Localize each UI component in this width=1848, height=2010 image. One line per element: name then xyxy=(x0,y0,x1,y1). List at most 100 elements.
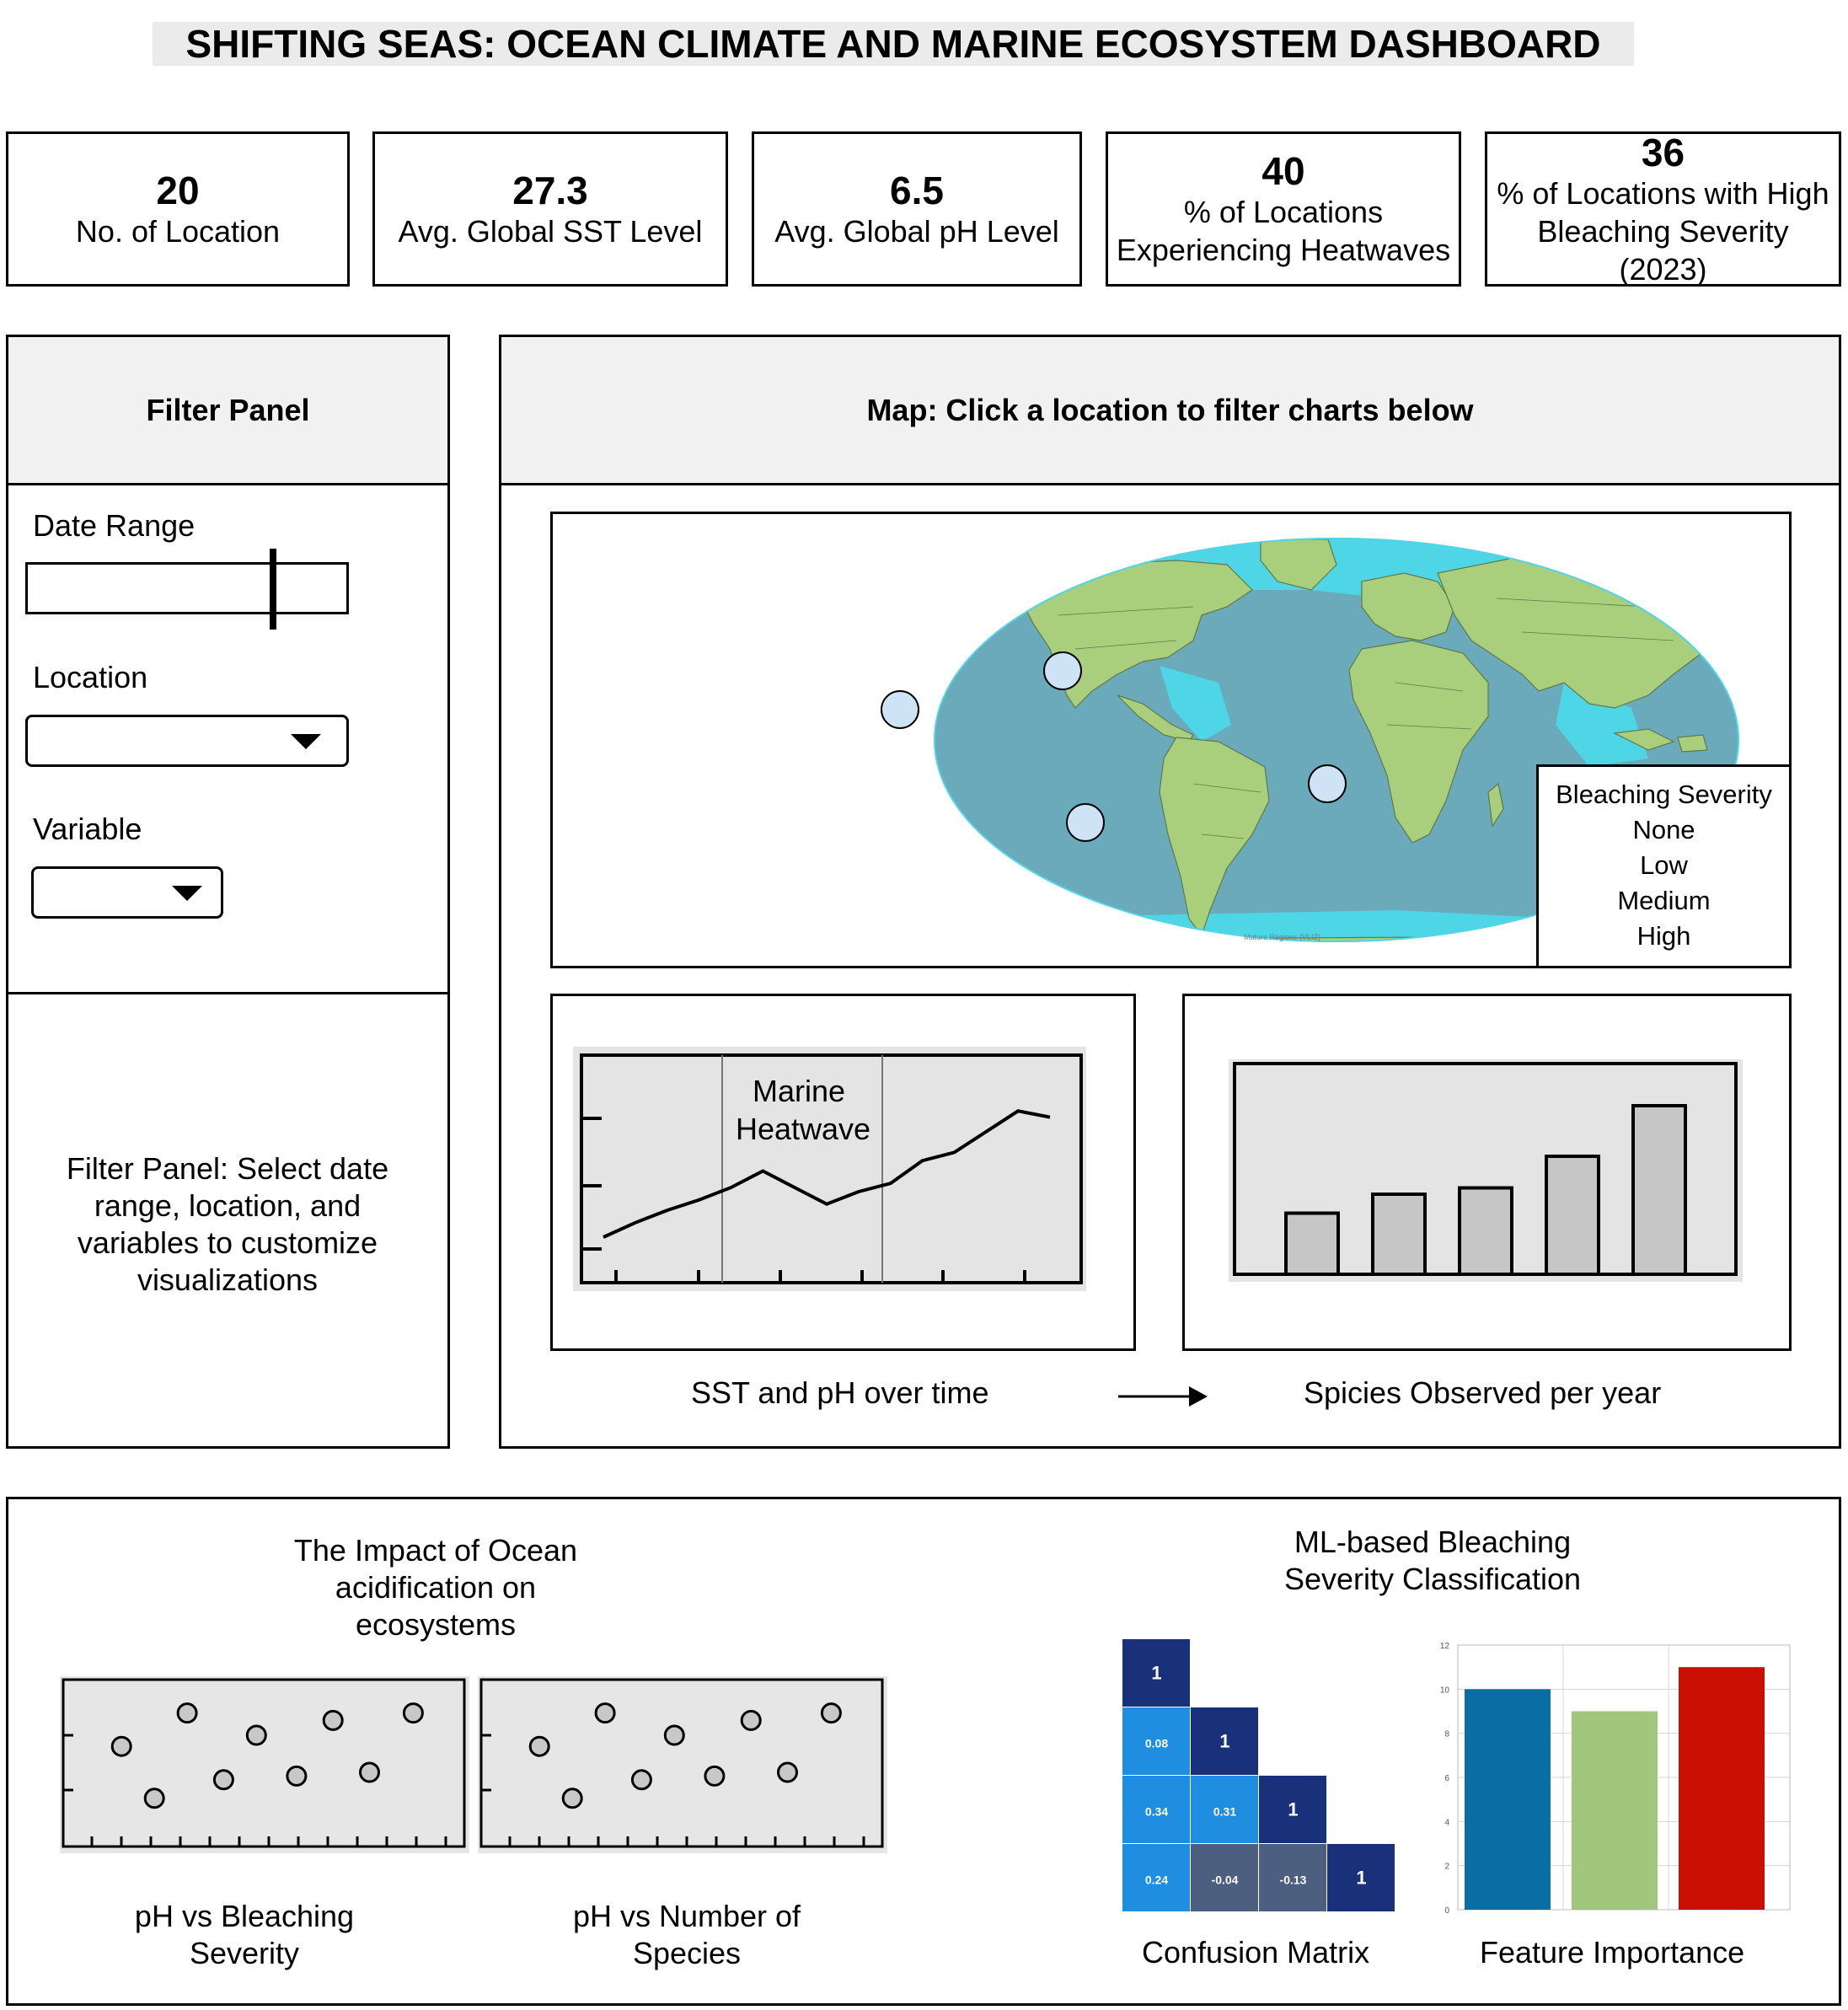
filter-panel-title: Filter Panel xyxy=(8,337,447,485)
species-bar xyxy=(1545,1155,1600,1276)
y-tick-label: 2 xyxy=(1444,1863,1449,1872)
scatter-point xyxy=(777,1761,798,1783)
location-label: Location xyxy=(33,660,148,694)
bar-chart-caption: Spicies Observed per year xyxy=(1304,1375,1662,1410)
date-range-label: Date Range xyxy=(33,508,196,543)
bar-chart-frame xyxy=(1182,994,1792,1351)
kpi-value: 27.3 xyxy=(512,168,588,212)
kpi-card-sst: 27.3 Avg. Global SST Level xyxy=(372,131,728,287)
scatter-point xyxy=(322,1709,344,1731)
y-tick-label: 6 xyxy=(1444,1774,1449,1783)
line-chart-caption: SST and pH over time xyxy=(691,1375,989,1410)
y-tick-label: 4 xyxy=(1444,1818,1449,1827)
kpi-card-locations: 20 No. of Location xyxy=(6,131,350,287)
analysis-section: The Impact of Ocean acidification on eco… xyxy=(6,1497,1841,2006)
scatter-point xyxy=(212,1769,234,1791)
matrix-cell xyxy=(1191,1707,1258,1775)
scatter-point xyxy=(820,1702,842,1724)
location-marker[interactable] xyxy=(1043,651,1082,690)
bleaching-severity-legend: Bleaching Severity None Low Medium High xyxy=(1536,764,1789,966)
scatter-point xyxy=(143,1788,165,1809)
matrix-cell xyxy=(1191,1844,1258,1911)
kpi-value: 36 xyxy=(1641,130,1685,174)
filter-panel-description: Filter Panel: Select date range, locatio… xyxy=(66,1151,389,1297)
location-markers xyxy=(881,651,1347,842)
y-tick-label: 12 xyxy=(1440,1642,1450,1651)
species-bar xyxy=(1284,1211,1340,1276)
species-bar-chart xyxy=(1229,1059,1743,1282)
date-range-slider-handle[interactable] xyxy=(270,549,277,630)
scatter-point xyxy=(740,1709,762,1731)
legend-item-low: Low xyxy=(1640,850,1688,880)
divider xyxy=(8,992,447,994)
variable-dropdown[interactable] xyxy=(31,866,223,919)
scatter2-caption: pH vs Number of Species xyxy=(572,1899,801,1970)
plot-area xyxy=(479,1678,884,1848)
matrix-cell-label: 1 xyxy=(1356,1868,1366,1889)
matrix-cell xyxy=(1327,1844,1395,1911)
matrix-cell-label: -0.13 xyxy=(1280,1873,1307,1887)
kpi-value: 6.5 xyxy=(890,168,944,212)
location-marker[interactable] xyxy=(1308,764,1347,803)
y-tick-label: 0 xyxy=(1444,1906,1449,1916)
location-marker[interactable] xyxy=(881,690,919,729)
feature-bar xyxy=(1572,1711,1658,1910)
variable-label: Variable xyxy=(33,812,142,846)
matrix-cell xyxy=(1122,1844,1190,1911)
matrix-cell-label: 1 xyxy=(1288,1799,1298,1820)
impact-section-title: The Impact of Ocean acidification on eco… xyxy=(293,1533,578,1642)
matrix-cell xyxy=(1259,1776,1326,1843)
world-map[interactable]: Mature Regions (VLIZ) xyxy=(553,514,1789,966)
kpi-card-bleaching: 36 % of Locations with High Bleaching Se… xyxy=(1485,131,1841,287)
matrix-cell xyxy=(1191,1776,1258,1843)
kpi-label: % of Locations Experiencing Heatwaves xyxy=(1116,195,1451,267)
scatter-chart-species xyxy=(478,1676,887,1853)
dashboard-title: SHIFTING SEAS: OCEAN CLIMATE AND MARINE … xyxy=(153,22,1634,66)
line-chart-frame: Marine Heatwave xyxy=(550,994,1136,1351)
kpi-label: Avg. Global SST Level xyxy=(398,213,703,249)
scatter-point xyxy=(286,1765,308,1787)
matrix-cell-label: -0.04 xyxy=(1212,1873,1239,1887)
plot-area xyxy=(580,1053,1083,1284)
feature-importance-chart: 0 2 4 6 8 10 12 xyxy=(1440,1642,1791,1916)
feature-importance-caption: Feature Importance xyxy=(1480,1935,1745,1970)
species-bar xyxy=(1458,1186,1513,1276)
matrix-cell-label: 0.34 xyxy=(1145,1805,1168,1819)
kpi-label: % of Locations with High Bleaching Sever… xyxy=(1497,175,1829,287)
chevron-down-icon xyxy=(291,734,321,749)
matrix-cell-label: 0.31 xyxy=(1213,1805,1236,1819)
kpi-label: Avg. Global pH Level xyxy=(774,213,1059,249)
scatter-point xyxy=(110,1735,132,1757)
map-panel-title: Map: Click a location to filter charts b… xyxy=(501,337,1839,485)
scatter-point xyxy=(630,1769,652,1791)
scatter-point xyxy=(594,1702,616,1724)
confusion-matrix-caption: Confusion Matrix xyxy=(1142,1935,1370,1970)
scatter-point xyxy=(704,1765,726,1787)
scatter-point xyxy=(528,1735,550,1757)
scatter-point xyxy=(663,1724,685,1746)
matrix-cell-label: 1 xyxy=(1151,1663,1161,1684)
scatter-point xyxy=(402,1702,424,1724)
location-dropdown[interactable] xyxy=(25,715,349,767)
legend-title: Bleaching Severity xyxy=(1556,780,1772,809)
location-marker[interactable] xyxy=(1066,803,1105,842)
scatter-point xyxy=(561,1788,583,1809)
kpi-value: 40 xyxy=(1261,149,1305,193)
scatter1-caption: pH vs Bleaching Severity xyxy=(134,1899,355,1970)
sst-ph-line-chart: Marine Heatwave xyxy=(573,1047,1086,1291)
kpi-value: 20 xyxy=(156,168,200,212)
heatwave-annotation: Heatwave xyxy=(736,1112,870,1146)
sst-series-line xyxy=(603,1109,1051,1239)
scatter-chart-bleaching xyxy=(60,1676,469,1853)
matrix-cell xyxy=(1259,1844,1326,1911)
legend-item-none: None xyxy=(1632,815,1695,844)
matrix-cell-label: 1 xyxy=(1219,1731,1229,1752)
y-tick-label: 8 xyxy=(1444,1730,1449,1739)
scatter-point xyxy=(245,1724,267,1746)
matrix-cell xyxy=(1122,1776,1190,1843)
date-range-slider[interactable] xyxy=(25,549,349,630)
heatwave-annotation: Marine xyxy=(753,1074,845,1108)
map-panel: Map: Click a location to filter charts b… xyxy=(499,335,1841,1449)
matrix-cell xyxy=(1122,1707,1190,1775)
scatter-point xyxy=(176,1702,198,1724)
